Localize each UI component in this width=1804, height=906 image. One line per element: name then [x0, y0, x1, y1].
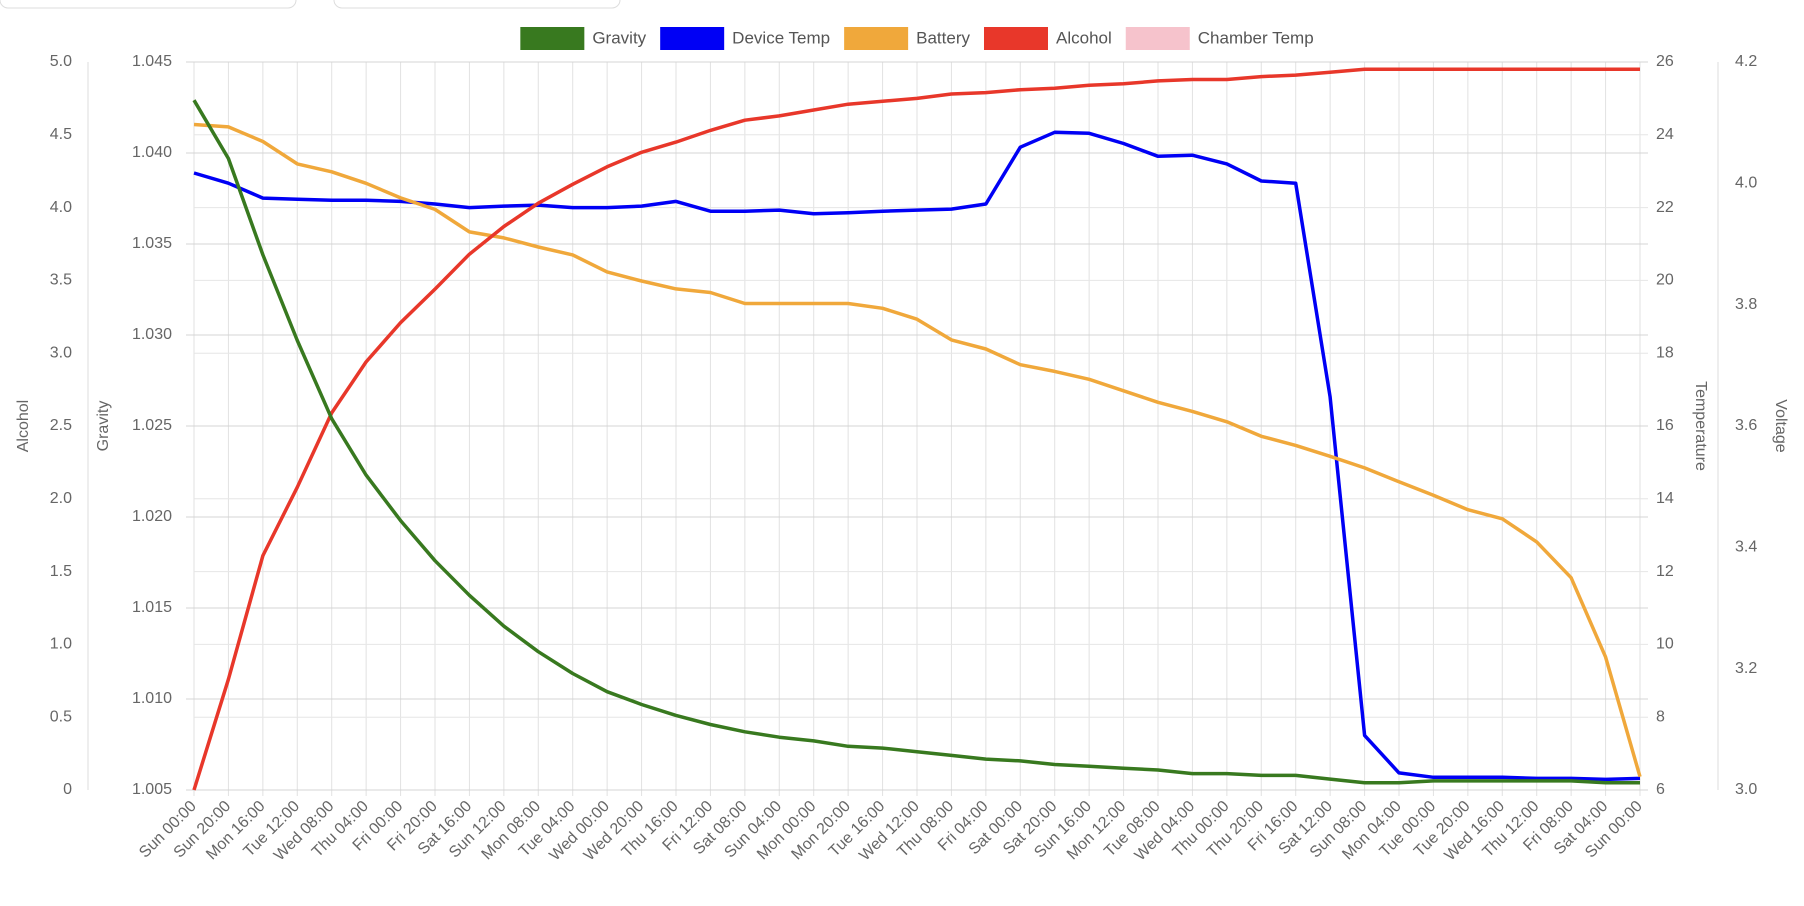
y-tick-label: 3.0 — [50, 344, 72, 361]
y-tick-label: 0.5 — [50, 708, 72, 725]
y-tick-label: 1.020 — [132, 508, 172, 525]
y-tick-label: 4.5 — [50, 126, 72, 143]
y-tick-label: 1.0 — [50, 636, 72, 653]
axis-title: Gravity — [95, 401, 112, 452]
y-tick-label: 2.0 — [50, 490, 72, 507]
y-tick-label: 1.045 — [132, 53, 172, 70]
legend-label: Chamber Temp — [1198, 28, 1314, 47]
legend: Gravity Device Temp Battery Alcohol Chamber … — [520, 27, 1314, 50]
y-tick-label: 1.010 — [132, 690, 172, 707]
legend-label: Device Temp — [732, 28, 830, 47]
y-tick-label: 8 — [1656, 708, 1665, 725]
legend-label: Gravity — [592, 28, 646, 47]
y-tick-label: 1.035 — [132, 235, 172, 252]
y-tick-label: 4.0 — [1735, 175, 1757, 192]
y-tick-label: 20 — [1656, 272, 1674, 289]
y-tick-label: 12 — [1656, 563, 1674, 580]
y-tick-label: 16 — [1656, 417, 1674, 434]
y-tick-label: 1.040 — [132, 144, 172, 161]
y-tick-label: 14 — [1656, 490, 1674, 507]
series-line — [193, 122, 1642, 778]
y-tick-label: 1.5 — [50, 563, 72, 580]
series-line — [193, 130, 1641, 782]
y-tick-label: 6 — [1656, 781, 1665, 798]
y-tick-label: 1.025 — [132, 417, 172, 434]
series-line — [192, 67, 1640, 791]
y-tick-label: 5.0 — [50, 53, 72, 70]
series-line — [192, 99, 1640, 785]
y-tick-label: 1.005 — [132, 781, 172, 798]
legend-swatch — [983, 27, 1048, 50]
y-tick-label: 26 — [1656, 53, 1674, 70]
axis-title: Alcohol — [15, 400, 32, 452]
y-tick-label: 2.5 — [50, 417, 72, 434]
legend-swatch — [1125, 27, 1190, 50]
axis-title: Temperature — [1692, 381, 1709, 471]
tab-frame — [0, 0, 297, 9]
y-tick-label: 1.030 — [132, 326, 172, 343]
y-tick-label: 0 — [63, 781, 72, 798]
legend-label: Alcohol — [1056, 28, 1112, 47]
y-tick-label: 10 — [1656, 636, 1674, 653]
y-tick-label: 22 — [1656, 199, 1674, 216]
y-tick-label: 4.2 — [1735, 53, 1757, 70]
legend-swatch — [520, 27, 585, 50]
y-tick-label: 1.015 — [132, 599, 172, 616]
axis-title: Voltage — [1772, 399, 1789, 452]
tab-frame — [333, 0, 621, 9]
legend-label: Battery — [916, 28, 970, 47]
y-tick-label: 18 — [1656, 344, 1674, 361]
y-tick-label: 3.2 — [1735, 660, 1757, 677]
y-tick-label: 4.0 — [50, 199, 72, 216]
y-tick-label: 24 — [1656, 126, 1674, 143]
legend-swatch — [660, 27, 725, 50]
y-tick-label: 3.4 — [1735, 539, 1757, 556]
legend-swatch — [844, 27, 909, 50]
y-tick-label: 3.8 — [1735, 296, 1757, 313]
y-tick-label: 3.6 — [1735, 417, 1757, 434]
y-tick-label: 3.5 — [50, 272, 72, 289]
y-tick-label: 3.0 — [1735, 781, 1757, 798]
